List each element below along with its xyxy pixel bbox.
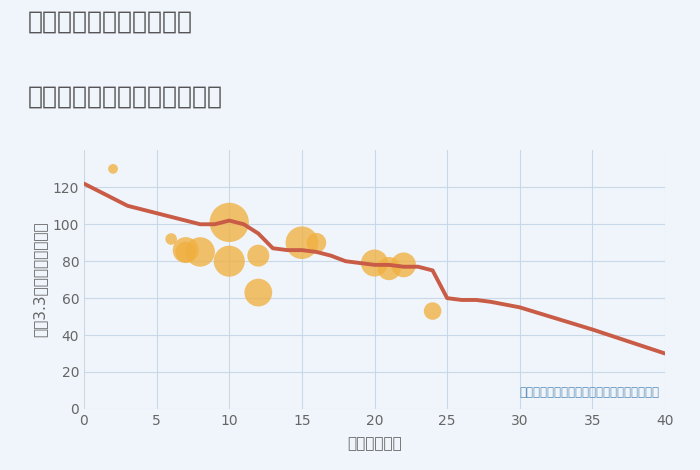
- Point: [165, 235, 176, 243]
- Point: [253, 252, 264, 259]
- Point: [195, 248, 206, 256]
- Text: 築年数別中古マンション価格: 築年数別中古マンション価格: [28, 85, 223, 109]
- Point: [296, 239, 307, 246]
- Point: [180, 246, 191, 254]
- X-axis label: 築年数（年）: 築年数（年）: [347, 436, 402, 451]
- Point: [108, 165, 119, 172]
- Text: 円の大きさは、取引のあった物件面積を示す: 円の大きさは、取引のあった物件面積を示す: [519, 385, 659, 399]
- Point: [253, 289, 264, 297]
- Y-axis label: 坪（3.3㎡）単価（万円）: 坪（3.3㎡）単価（万円）: [32, 222, 47, 337]
- Point: [427, 307, 438, 315]
- Text: 兵庫県姫路市南新在家の: 兵庫県姫路市南新在家の: [28, 9, 193, 33]
- Point: [369, 259, 380, 267]
- Point: [224, 219, 235, 226]
- Point: [384, 265, 395, 272]
- Point: [398, 261, 409, 269]
- Point: [180, 248, 191, 256]
- Point: [311, 239, 322, 246]
- Point: [224, 258, 235, 265]
